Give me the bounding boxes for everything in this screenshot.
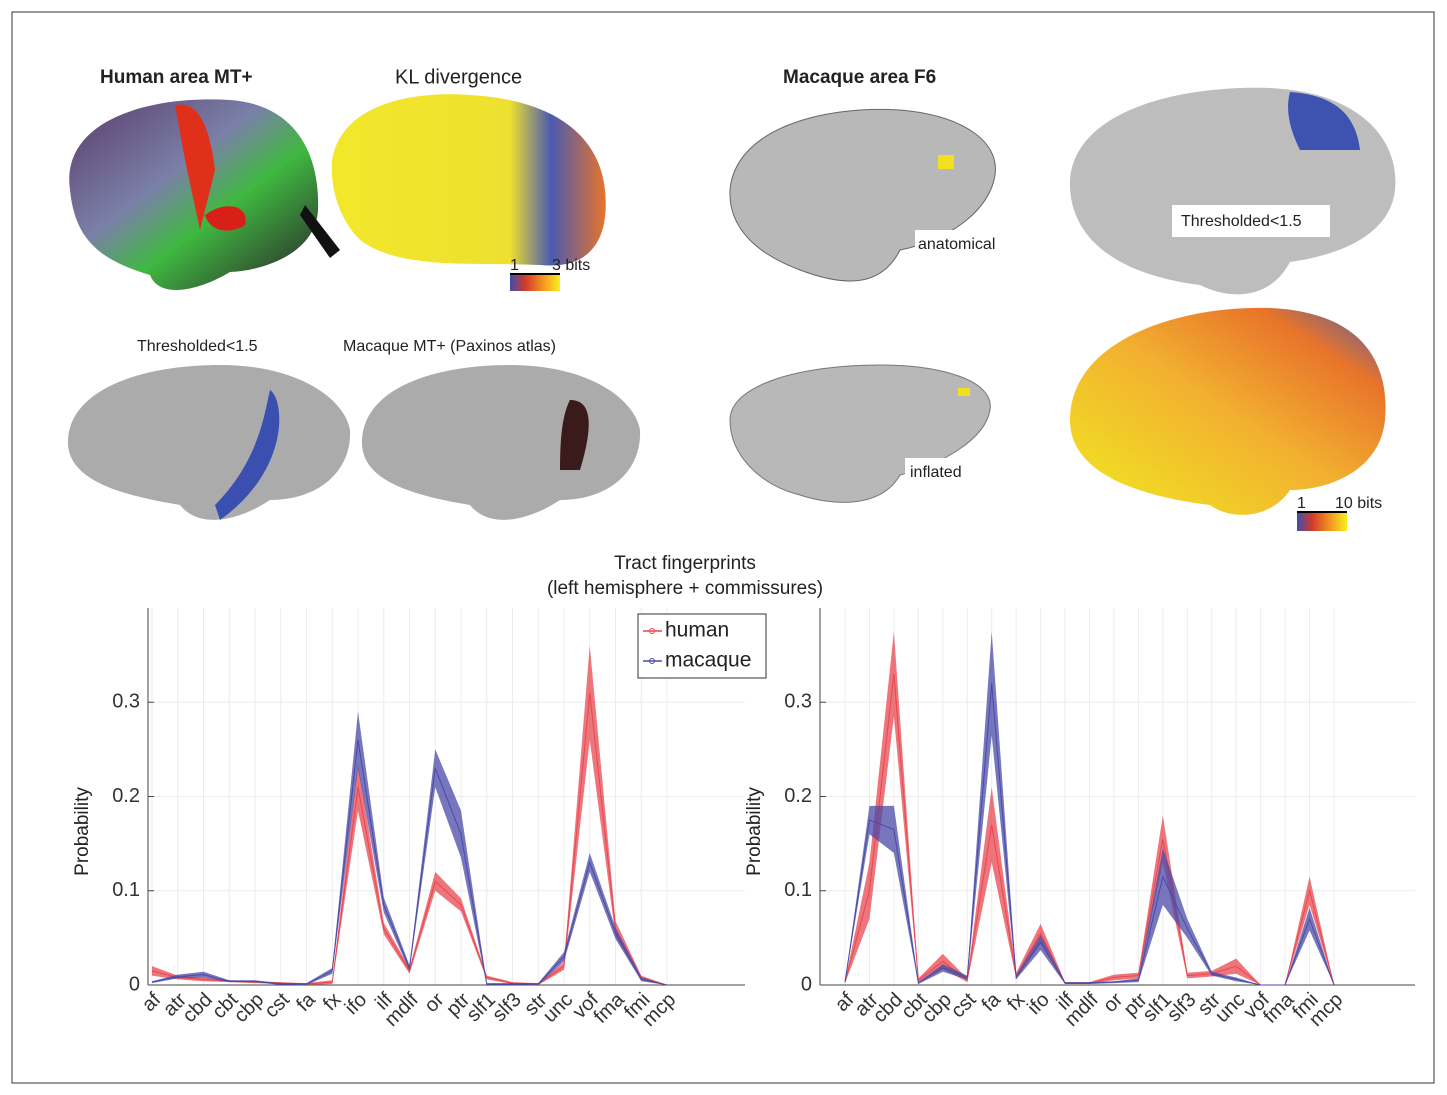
colorbar-label: 10 bits bbox=[1335, 495, 1382, 512]
label-box bbox=[915, 230, 1010, 258]
y-tick-label: 0.2 bbox=[784, 785, 812, 807]
chart-title: Tract fingerprints bbox=[614, 553, 756, 574]
legend-marker bbox=[649, 658, 655, 664]
legend-label: macaque bbox=[665, 649, 751, 672]
panel-label: Macaque MT+ (Paxinos atlas) bbox=[343, 338, 556, 355]
x-tick-label: ifo bbox=[1023, 989, 1053, 1019]
panel-title: Macaque area F6 bbox=[783, 67, 936, 88]
x-tick-label: fa bbox=[978, 988, 1006, 1016]
panel-title: KL divergence bbox=[395, 66, 522, 88]
label-box bbox=[905, 458, 977, 486]
y-tick-label: 0.1 bbox=[112, 879, 140, 901]
series-line bbox=[151, 739, 668, 986]
panel-label: anatomical bbox=[918, 236, 995, 253]
panel-title: Human area MT+ bbox=[100, 67, 253, 88]
y-tick-label: 0.1 bbox=[784, 879, 812, 901]
x-tick-label: fa bbox=[292, 988, 320, 1016]
panel-label: Thresholded<1.5 bbox=[137, 338, 258, 355]
x-tick-label: cst bbox=[947, 988, 981, 1022]
label-box bbox=[1172, 205, 1330, 237]
panel-label: Thresholded<1.5 bbox=[1181, 213, 1302, 230]
legend-box bbox=[637, 613, 767, 679]
x-tick-label: ifo bbox=[341, 989, 371, 1019]
brain-images bbox=[67, 87, 1396, 531]
x-tick-label: slf3 bbox=[488, 989, 526, 1027]
panel-label: inflated bbox=[910, 464, 962, 481]
y-tick-label: 0.3 bbox=[112, 691, 140, 713]
y-tick-label: 0 bbox=[801, 973, 812, 995]
frame bbox=[11, 11, 1435, 1084]
y-tick-label: 0 bbox=[129, 973, 140, 995]
y-tick-label: 0.2 bbox=[112, 785, 140, 807]
y-axis-label: Probability bbox=[72, 787, 93, 876]
x-tick-label: slf3 bbox=[1163, 989, 1201, 1027]
legend-label: human bbox=[665, 619, 729, 642]
y-axis-label: Probability bbox=[744, 787, 765, 876]
error-band bbox=[845, 631, 1334, 985]
legend-marker bbox=[649, 628, 655, 634]
series-line bbox=[844, 683, 1335, 986]
colorbar-label: 3 bits bbox=[552, 257, 590, 274]
chart-subtitle: (left hemisphere + commissures) bbox=[547, 578, 823, 599]
x-tick-label: cst bbox=[260, 988, 294, 1022]
colorbar-label: 1 bbox=[1297, 495, 1306, 512]
y-tick-label: 0.3 bbox=[784, 691, 812, 713]
colorbar-label: 1 bbox=[510, 257, 519, 274]
